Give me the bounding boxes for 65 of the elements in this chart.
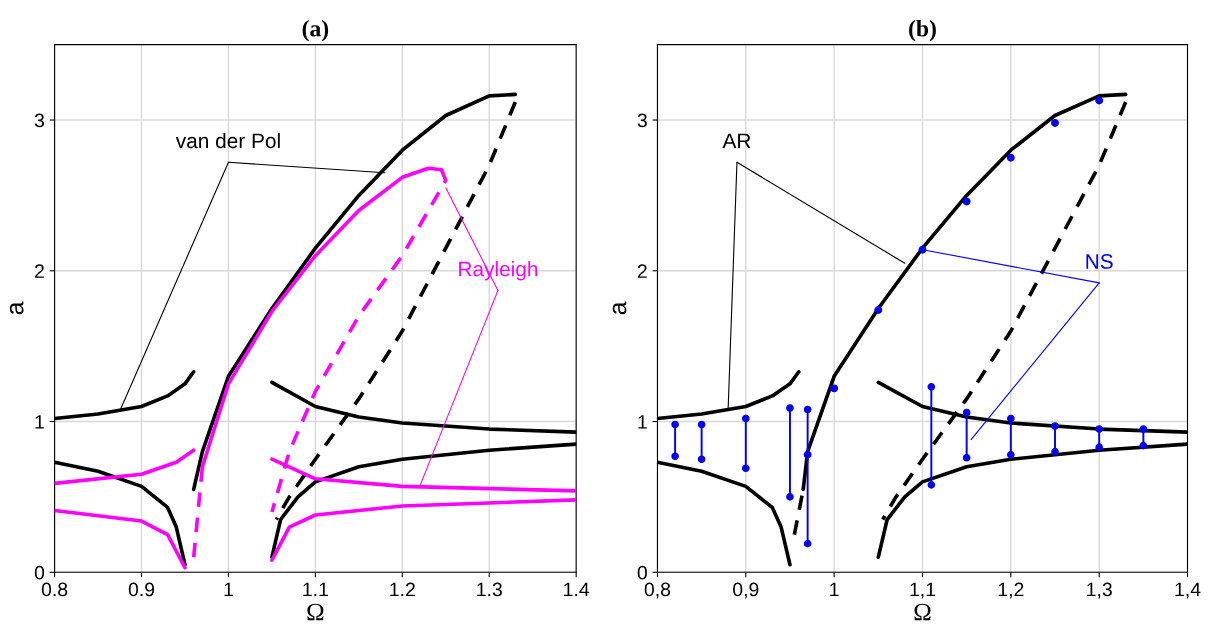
x-tick-label: 0.9 bbox=[128, 582, 155, 597]
point bbox=[830, 384, 839, 393]
point bbox=[927, 383, 936, 391]
line-series bbox=[54, 460, 187, 567]
point bbox=[1006, 153, 1015, 162]
x-axis-title: Ω bbox=[914, 603, 931, 621]
point bbox=[1007, 450, 1015, 459]
point bbox=[671, 452, 679, 461]
x-tick-label: 1,4 bbox=[1175, 582, 1201, 599]
point bbox=[741, 464, 750, 473]
y-tick-label: 2 bbox=[35, 264, 44, 278]
line-series bbox=[270, 498, 577, 563]
y-tick-label: 0 bbox=[637, 565, 647, 580]
point bbox=[962, 197, 971, 206]
y-axis-title: a bbox=[9, 301, 24, 315]
chart-title: (b) bbox=[909, 19, 936, 42]
y-tick-label: 1 bbox=[35, 415, 44, 429]
point bbox=[786, 404, 794, 412]
x-tick-label: 0,8 bbox=[644, 582, 671, 599]
point bbox=[962, 453, 971, 462]
x-tick-label: 1,1 bbox=[910, 582, 936, 599]
point bbox=[1051, 447, 1059, 456]
line-series bbox=[657, 460, 792, 567]
point bbox=[671, 420, 679, 429]
point bbox=[962, 408, 971, 417]
line-series bbox=[54, 448, 196, 486]
line-series bbox=[54, 508, 187, 570]
point bbox=[697, 455, 706, 464]
y-tick-label: 2 bbox=[637, 264, 647, 278]
x-tick-label: 1.3 bbox=[477, 582, 502, 597]
y-axis-title: a bbox=[612, 301, 627, 315]
point bbox=[803, 450, 812, 459]
y-tick-label: 3 bbox=[34, 113, 45, 128]
y-tick-label: 3 bbox=[637, 113, 647, 128]
point bbox=[1007, 414, 1015, 423]
y-tick-label: 1 bbox=[638, 415, 647, 429]
annotation: van der Pol bbox=[175, 132, 280, 149]
point bbox=[1095, 96, 1104, 105]
x-axis-title: Ω bbox=[307, 603, 324, 621]
point bbox=[803, 405, 812, 414]
point bbox=[803, 539, 812, 548]
point bbox=[1051, 422, 1059, 430]
point bbox=[1095, 425, 1104, 433]
point bbox=[741, 414, 750, 423]
x-tick-label: 1,2 bbox=[998, 582, 1024, 599]
chart-title: (a) bbox=[302, 19, 329, 42]
point bbox=[1095, 443, 1104, 451]
point bbox=[1051, 119, 1059, 128]
x-tick-label: 1 bbox=[830, 582, 839, 597]
point bbox=[1139, 441, 1148, 450]
annotation: AR bbox=[722, 133, 751, 149]
annotation: NS bbox=[1086, 254, 1113, 269]
x-tick-label: 0,9 bbox=[733, 582, 759, 599]
y-tick-label: 0 bbox=[34, 565, 45, 580]
point bbox=[874, 306, 883, 314]
x-tick-label: 1,3 bbox=[1087, 582, 1112, 599]
x-tick-label: 1 bbox=[224, 582, 233, 597]
point bbox=[927, 481, 936, 489]
point bbox=[697, 420, 706, 429]
x-tick-label: 1.2 bbox=[390, 582, 415, 597]
x-tick-label: 1.4 bbox=[564, 582, 590, 597]
x-tick-label: 1.1 bbox=[303, 582, 328, 597]
x-tick-label: 0.8 bbox=[41, 582, 68, 597]
point bbox=[786, 493, 794, 501]
point bbox=[1139, 425, 1148, 433]
